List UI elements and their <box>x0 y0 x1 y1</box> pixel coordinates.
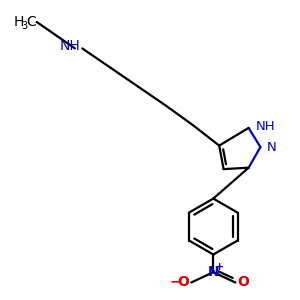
Text: H: H <box>14 15 24 29</box>
Text: N: N <box>208 265 219 279</box>
Text: −: − <box>169 274 181 288</box>
Text: NH: NH <box>59 39 80 53</box>
Text: +: + <box>215 262 224 272</box>
Text: O: O <box>177 275 189 290</box>
Text: 3: 3 <box>22 21 28 31</box>
Text: O: O <box>238 275 250 290</box>
Text: N: N <box>266 141 276 154</box>
Text: C: C <box>26 15 36 29</box>
Text: NH: NH <box>256 120 276 133</box>
